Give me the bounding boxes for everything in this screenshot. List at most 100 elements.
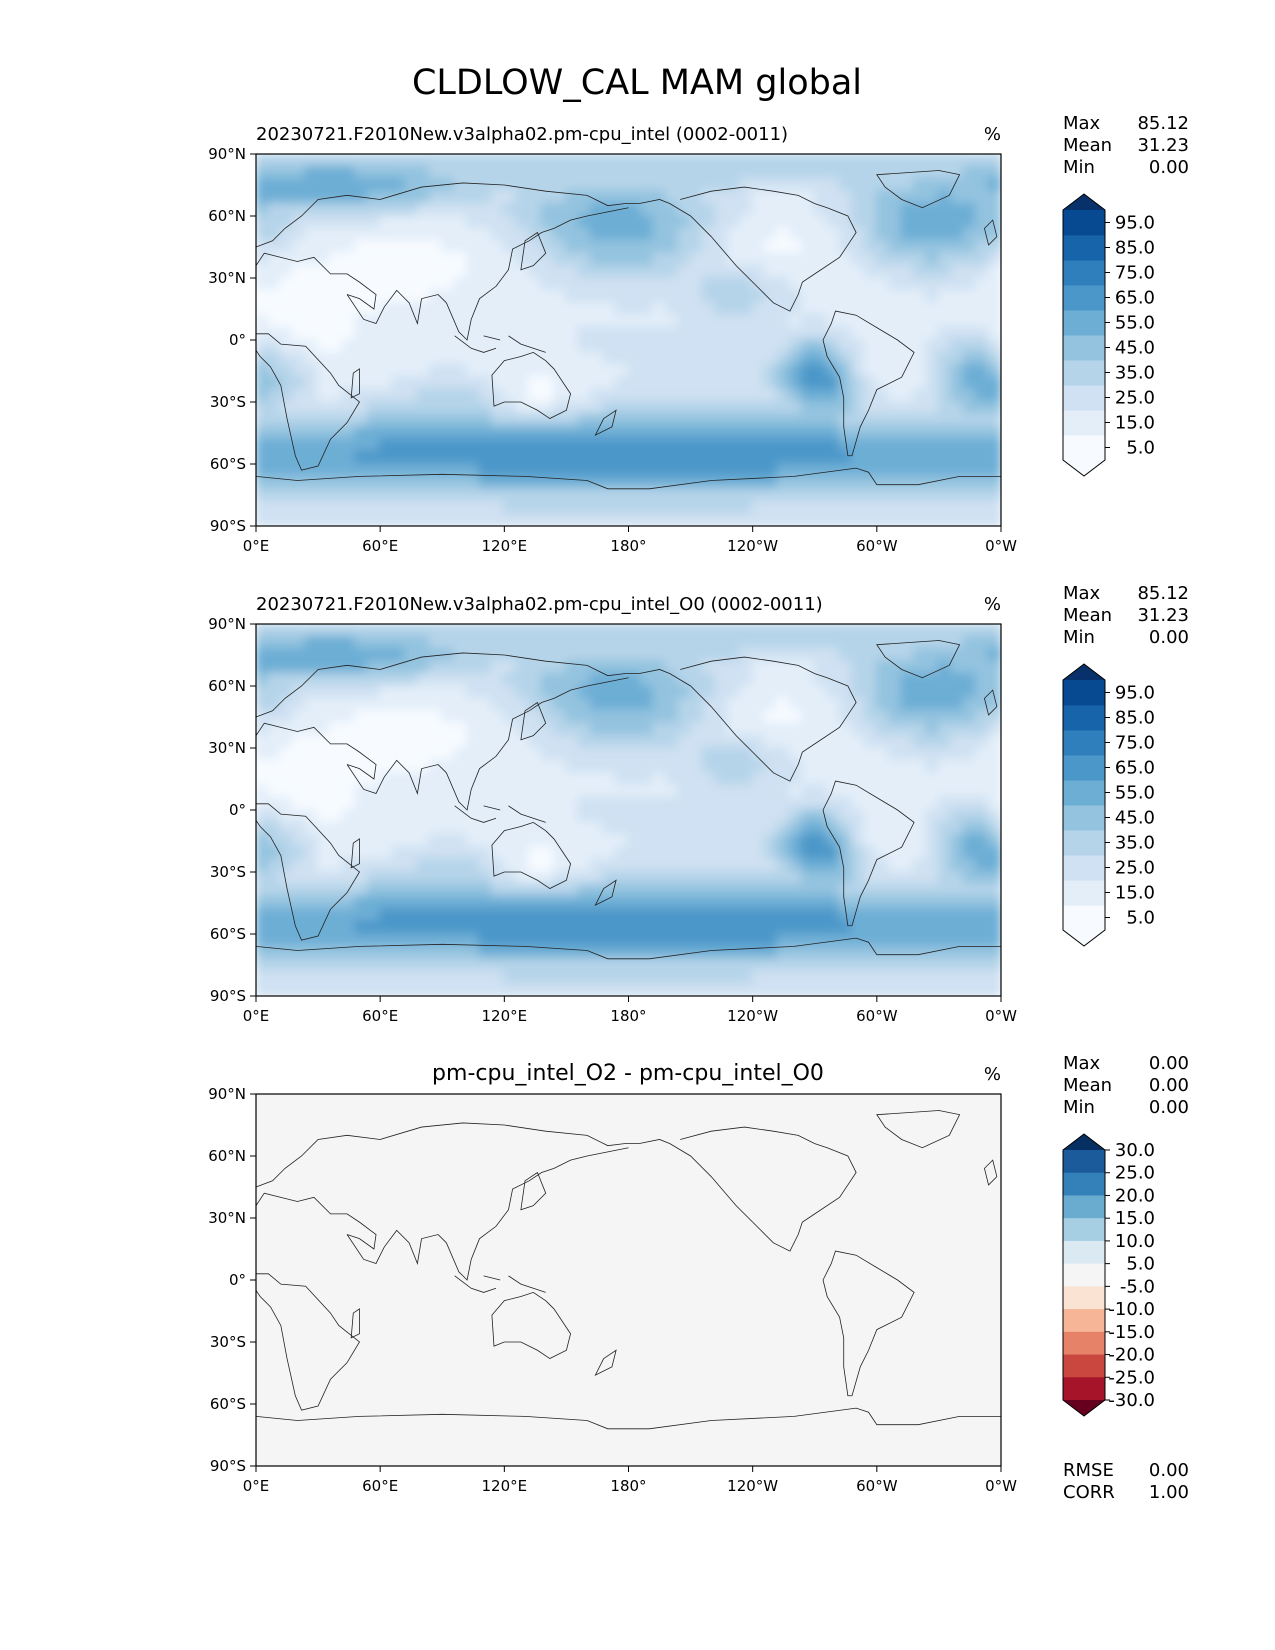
field-cell (391, 796, 406, 811)
field-cell (453, 154, 469, 168)
field-cell (478, 165, 493, 180)
field-cell (975, 895, 990, 911)
field-cell (627, 277, 642, 292)
field-cell (764, 438, 779, 453)
field-cell (478, 895, 493, 911)
field-cell (602, 289, 618, 304)
colorbar-outline (1062, 663, 1106, 947)
field-cell (540, 425, 555, 441)
field-cell (838, 957, 853, 973)
field-cell (329, 165, 344, 180)
field-cell (925, 351, 940, 366)
field-cell (317, 624, 332, 638)
field-cell (913, 215, 928, 230)
colorbar-tick-label: -20.0 (1108, 1345, 1155, 1366)
field-cell (975, 463, 990, 478)
field-cell (888, 239, 903, 255)
field-cell (937, 438, 953, 453)
field-cell (379, 425, 394, 441)
field-cell (341, 351, 357, 366)
field-cell (813, 957, 829, 973)
field-cell (987, 833, 1001, 849)
field-cell (341, 463, 357, 478)
field-cell (404, 202, 419, 217)
field-cell (664, 463, 680, 478)
field-cell (863, 202, 878, 217)
field-cell (788, 314, 804, 329)
field-cell (391, 475, 406, 490)
field-cell (540, 326, 555, 341)
field-cell (726, 165, 742, 180)
field-cell (279, 833, 295, 849)
field-cell (478, 970, 493, 985)
field-cell (764, 970, 779, 985)
field-cell (615, 215, 630, 230)
field-cell (776, 351, 791, 366)
field-cell (304, 289, 320, 304)
field-cell (317, 647, 332, 663)
field-cell (553, 314, 568, 329)
field-cell (329, 289, 344, 304)
field-cell (404, 883, 419, 898)
field-cell (900, 190, 916, 205)
field-cell (751, 264, 767, 279)
x-tick-label: 60°E (362, 1477, 398, 1495)
field-cell (875, 190, 891, 205)
field-cell (329, 301, 344, 317)
field-cell (751, 784, 767, 799)
field-cell (987, 277, 1001, 292)
field-cell (329, 759, 344, 774)
field-cell (739, 363, 754, 379)
field-cell (702, 957, 717, 973)
field-cell (652, 734, 667, 749)
field-cell (590, 326, 605, 341)
field-cell (416, 165, 431, 180)
field-cell (987, 982, 1001, 996)
field-cell (888, 920, 903, 935)
field-cell (677, 635, 692, 650)
field-cell (813, 314, 829, 329)
field-cell (515, 154, 531, 168)
field-cell (292, 672, 307, 687)
field-cell (329, 438, 344, 453)
field-cell (317, 784, 332, 799)
field-cell (664, 833, 680, 849)
field-cell (962, 624, 978, 638)
field-cell (453, 401, 469, 416)
field-cell (925, 660, 940, 675)
field-cell (404, 413, 419, 428)
field-cell (813, 463, 829, 478)
field-cell (256, 833, 270, 849)
field-cell (577, 154, 593, 168)
field-cell (577, 301, 593, 317)
field-cell (577, 759, 593, 774)
field-cell (764, 177, 779, 193)
field-cell (826, 734, 841, 749)
field-cell (664, 289, 680, 304)
field-cell (478, 351, 493, 366)
field-cell (913, 970, 928, 985)
field-cell (664, 635, 680, 650)
field-cell (813, 759, 829, 774)
field-cell (801, 982, 816, 996)
field-cell (615, 982, 630, 996)
field-cell (764, 957, 779, 973)
field-cell (565, 858, 580, 873)
field-cell (317, 227, 332, 242)
field-cell (304, 709, 320, 725)
field-cell (540, 734, 555, 749)
field-cell (466, 895, 481, 911)
field-cell (478, 215, 493, 230)
field-cell (726, 759, 742, 774)
field-cell (553, 215, 568, 230)
field-cell (975, 734, 990, 749)
field-cell (726, 177, 742, 193)
field-cell (453, 475, 469, 490)
field-cell (267, 388, 282, 403)
field-cell (267, 624, 282, 638)
field-cell (689, 487, 704, 503)
field-cell (416, 970, 431, 985)
field-cell (975, 239, 990, 255)
field-cell (776, 734, 791, 749)
field-cell (441, 425, 456, 441)
